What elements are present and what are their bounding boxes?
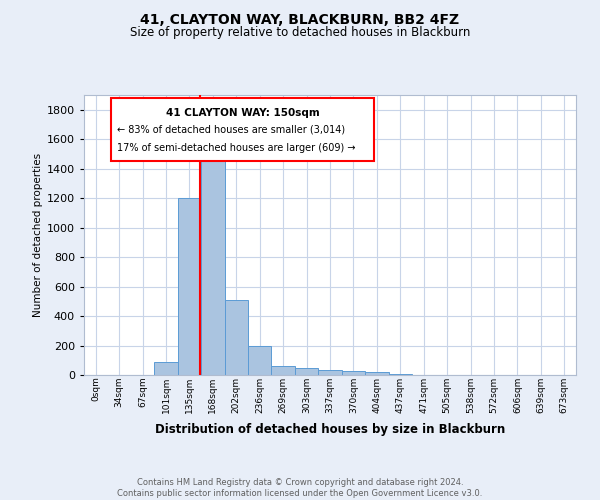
Text: ← 83% of detached houses are smaller (3,014): ← 83% of detached houses are smaller (3,… [117, 124, 345, 134]
Text: 41 CLAYTON WAY: 150sqm: 41 CLAYTON WAY: 150sqm [166, 108, 320, 118]
Bar [295, 368, 318, 375]
Bar [342, 372, 365, 375]
Text: Size of property relative to detached houses in Blackburn: Size of property relative to detached ho… [130, 26, 470, 39]
Bar [365, 372, 389, 375]
Bar [271, 366, 295, 375]
Bar [154, 362, 178, 375]
Bar [224, 300, 248, 375]
Y-axis label: Number of detached properties: Number of detached properties [32, 153, 43, 317]
FancyBboxPatch shape [111, 98, 374, 161]
Bar [318, 370, 342, 375]
Text: Contains HM Land Registry data © Crown copyright and database right 2024.
Contai: Contains HM Land Registry data © Crown c… [118, 478, 482, 498]
Bar [389, 374, 412, 375]
Text: 17% of semi-detached houses are larger (609) →: 17% of semi-detached houses are larger (… [117, 142, 355, 152]
Bar [178, 198, 201, 375]
Text: Distribution of detached houses by size in Blackburn: Distribution of detached houses by size … [155, 422, 505, 436]
Text: 41, CLAYTON WAY, BLACKBURN, BB2 4FZ: 41, CLAYTON WAY, BLACKBURN, BB2 4FZ [140, 12, 460, 26]
Bar [201, 162, 224, 375]
Bar [248, 346, 271, 375]
